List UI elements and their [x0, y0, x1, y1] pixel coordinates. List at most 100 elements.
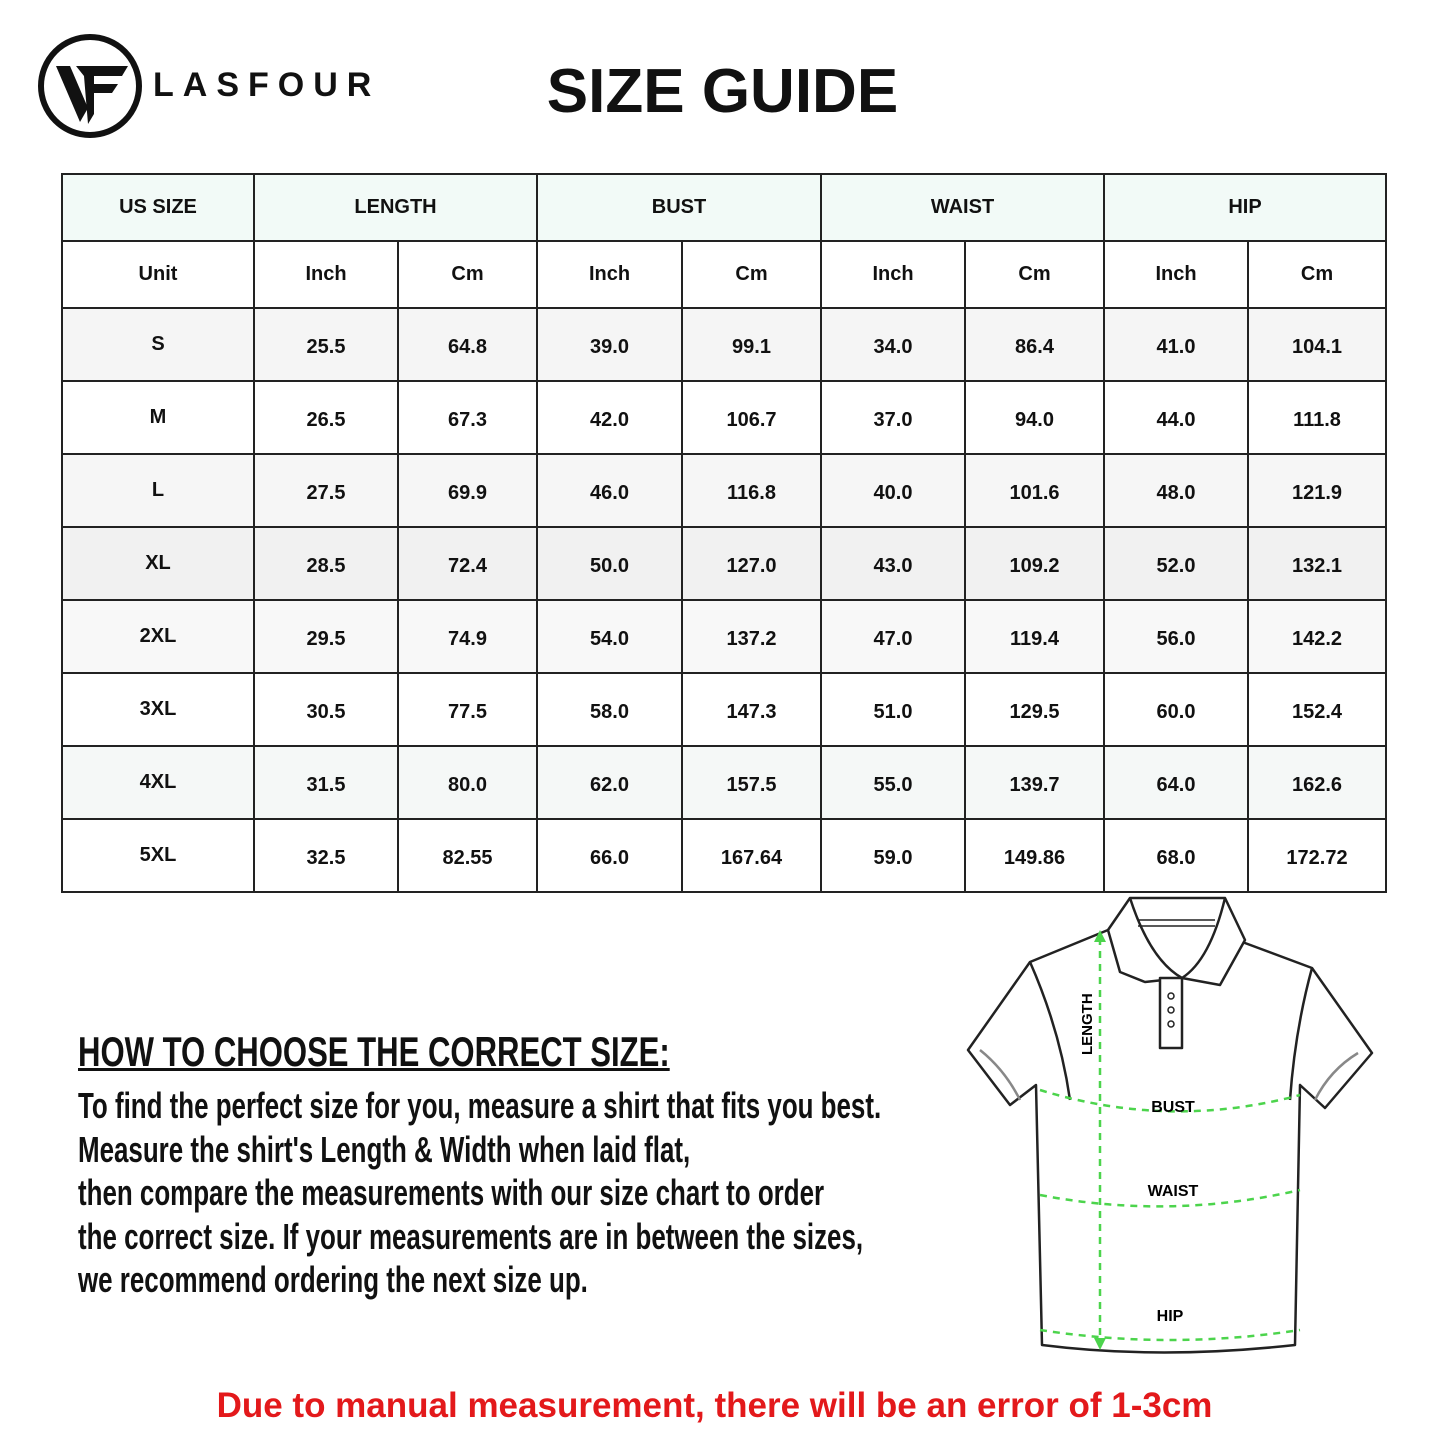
table-cell: 46.0: [536, 453, 683, 528]
table-cell: 26.5: [253, 380, 399, 455]
table-cell: 69.9: [397, 453, 538, 528]
table-cell: 40.0: [820, 453, 966, 528]
table-cell: 167.64: [681, 818, 822, 893]
unit-header: Unit: [61, 240, 255, 309]
column-header: US SIZE: [61, 173, 255, 242]
table-cell: 28.5: [253, 526, 399, 601]
table-cell: 34.0: [820, 307, 966, 382]
how-to-line: then compare the measurements with our s…: [78, 1172, 825, 1213]
size-label: 3XL: [61, 672, 255, 747]
table-cell: 104.1: [1247, 307, 1387, 382]
table-cell: 25.5: [253, 307, 399, 382]
table-cell: 80.0: [397, 745, 538, 820]
table-cell: 32.5: [253, 818, 399, 893]
unit-header: Cm: [681, 240, 822, 309]
how-to-section: HOW TO CHOOSE THE CORRECT SIZE: To find …: [78, 1028, 1194, 1302]
table-cell: 37.0: [820, 380, 966, 455]
length-label: LENGTH: [1079, 993, 1096, 1055]
table-cell: 68.0: [1103, 818, 1249, 893]
table-cell: 58.0: [536, 672, 683, 747]
column-header: WAIST: [820, 173, 1105, 242]
table-cell: 72.4: [397, 526, 538, 601]
table-cell: 51.0: [820, 672, 966, 747]
table-cell: 64.8: [397, 307, 538, 382]
table-cell: 149.86: [964, 818, 1105, 893]
unit-header: Inch: [820, 240, 966, 309]
table-cell: 48.0: [1103, 453, 1249, 528]
table-row: 3XL 30.5 77.5 58.0 147.3 51.0 129.5 60.0 152.4: [61, 672, 1387, 747]
table-row: M 26.5 67.3 42.0 106.7 37.0 94.0 44.0 111.8: [61, 380, 1387, 455]
page-title: SIZE GUIDE: [546, 57, 899, 126]
size-label: XL: [61, 526, 255, 601]
how-to-heading: HOW TO CHOOSE THE CORRECT SIZE:: [78, 1028, 670, 1075]
table-cell: 54.0: [536, 599, 683, 674]
table-row: 4XL 31.5 80.0 62.0 157.5 55.0 139.7 64.0 162.6: [61, 745, 1387, 820]
table-cell: 50.0: [536, 526, 683, 601]
table-cell: 139.7: [964, 745, 1105, 820]
table-cell: 42.0: [536, 380, 683, 455]
size-label: M: [61, 380, 255, 455]
table-cell: 52.0: [1103, 526, 1249, 601]
table-cell: 82.55: [397, 818, 538, 893]
polo-shirt-diagram: LENGTH BUST WAIST HIP: [966, 896, 1374, 1354]
table-cell: 121.9: [1247, 453, 1387, 528]
table-cell: 67.3: [397, 380, 538, 455]
table-cell: 127.0: [681, 526, 822, 601]
table-cell: 132.1: [1247, 526, 1387, 601]
table-cell: 31.5: [253, 745, 399, 820]
table-cell: 94.0: [964, 380, 1105, 455]
column-header: BUST: [536, 173, 822, 242]
table-cell: 142.2: [1247, 599, 1387, 674]
table-cell: 147.3: [681, 672, 822, 747]
table-cell: 86.4: [964, 307, 1105, 382]
table-cell: 152.4: [1247, 672, 1387, 747]
table-cell: 30.5: [253, 672, 399, 747]
unit-row: Unit Inch Cm Inch Cm Inch Cm Inch Cm: [61, 240, 1387, 309]
vf-circle-logo-icon: [38, 34, 142, 138]
table-cell: 47.0: [820, 599, 966, 674]
table-cell: 116.8: [681, 453, 822, 528]
how-to-line: Measure the shirt's Length & Width when …: [78, 1128, 691, 1170]
bust-label: BUST: [1151, 1099, 1195, 1116]
unit-header: Inch: [1103, 240, 1249, 309]
measurement-error-note: Due to manual measurement, there will be…: [216, 1386, 1213, 1425]
table-cell: 157.5: [681, 745, 822, 820]
unit-header: Cm: [964, 240, 1105, 309]
size-label: 4XL: [61, 745, 255, 820]
table-cell: 66.0: [536, 818, 683, 893]
hip-label: HIP: [1157, 1308, 1184, 1325]
table-cell: 55.0: [820, 745, 966, 820]
table-cell: 27.5: [253, 453, 399, 528]
table-cell: 101.6: [964, 453, 1105, 528]
waist-label: WAIST: [1148, 1183, 1199, 1200]
how-to-line: we recommend ordering the next size up.: [78, 1259, 588, 1300]
table-row: S 25.5 64.8 39.0 99.1 34.0 86.4 41.0 104.1: [61, 307, 1387, 382]
table-row: L 27.5 69.9 46.0 116.8 40.0 101.6 48.0 121.9: [61, 453, 1387, 528]
size-label: 5XL: [61, 818, 255, 893]
table-cell: 129.5: [964, 672, 1105, 747]
table-cell: 44.0: [1103, 380, 1249, 455]
table-cell: 62.0: [536, 745, 683, 820]
table-cell: 29.5: [253, 599, 399, 674]
table-cell: 74.9: [397, 599, 538, 674]
size-label: S: [61, 307, 255, 382]
table-cell: 77.5: [397, 672, 538, 747]
table-row: XL 28.5 72.4 50.0 127.0 43.0 109.2 52.0 132.1: [61, 526, 1387, 601]
table-cell: 172.72: [1247, 818, 1387, 893]
size-label: 2XL: [61, 599, 255, 674]
table-cell: 99.1: [681, 307, 822, 382]
how-to-line: To find the perfect size for you, measur…: [78, 1085, 882, 1126]
table-cell: 64.0: [1103, 745, 1249, 820]
table-cell: 137.2: [681, 599, 822, 674]
table-row: 5XL 32.5 82.55 66.0 167.64 59.0 149.86 68.0 172.…: [61, 818, 1387, 893]
table-cell: 41.0: [1103, 307, 1249, 382]
size-label: L: [61, 453, 255, 528]
table-row: 2XL 29.5 74.9 54.0 137.2 47.0 119.4 56.0 142.2: [61, 599, 1387, 674]
unit-header: Cm: [1247, 240, 1387, 309]
table-cell: 39.0: [536, 307, 683, 382]
unit-header: Cm: [397, 240, 538, 309]
table-cell: 119.4: [964, 599, 1105, 674]
table-cell: 106.7: [681, 380, 822, 455]
column-header: LENGTH: [253, 173, 538, 242]
table-cell: 60.0: [1103, 672, 1249, 747]
